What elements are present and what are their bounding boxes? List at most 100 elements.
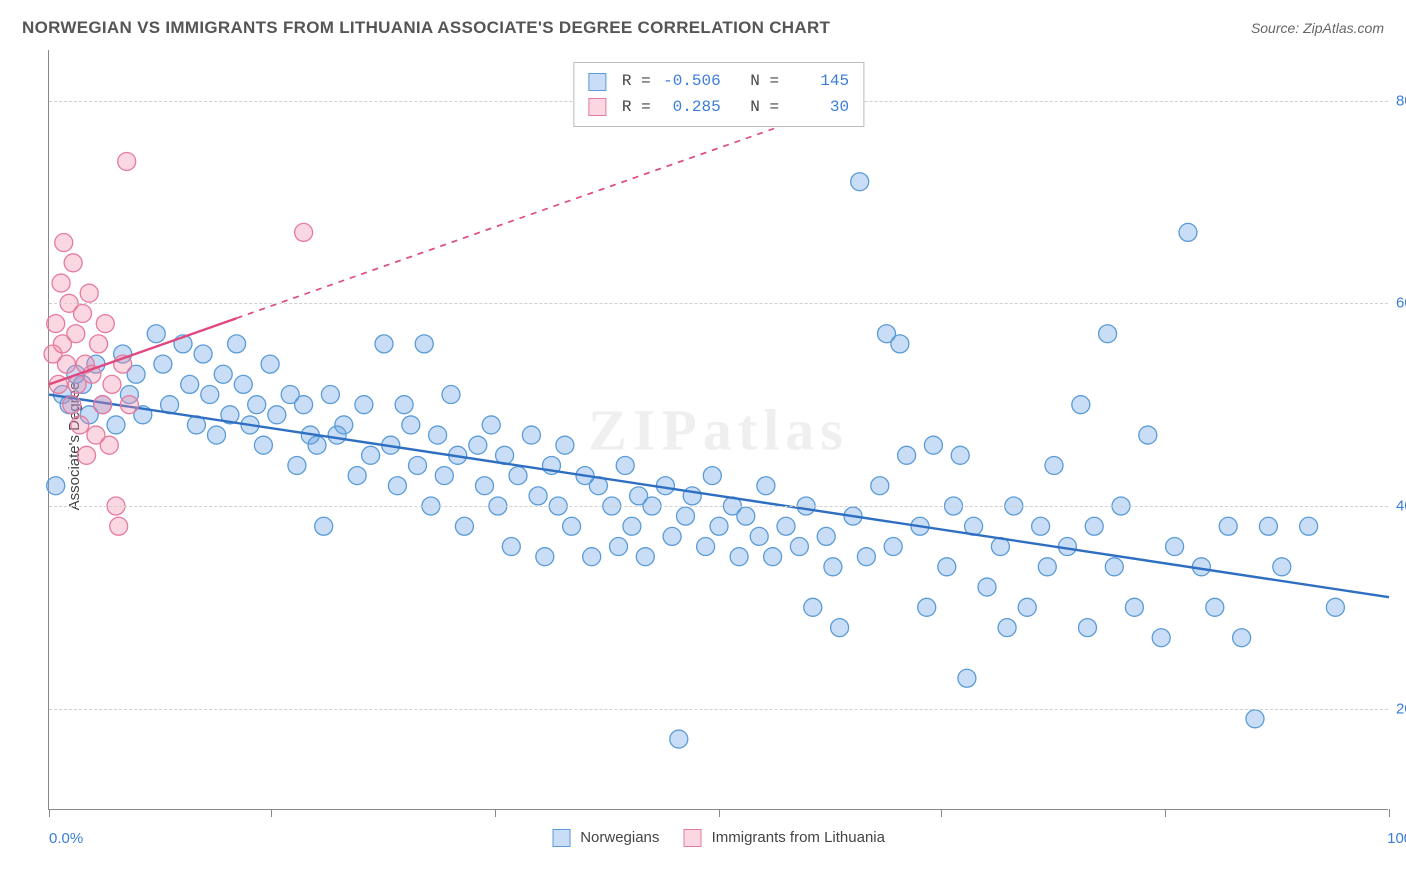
- chart-title: NORWEGIAN VS IMMIGRANTS FROM LITHUANIA A…: [22, 18, 830, 38]
- y-tick-label: 40.0%: [1396, 498, 1406, 515]
- data-point: [1018, 598, 1036, 616]
- data-point: [663, 527, 681, 545]
- r-value-norwegians: -0.506: [661, 69, 721, 95]
- data-point: [670, 730, 688, 748]
- data-point: [790, 538, 808, 556]
- data-point: [636, 548, 654, 566]
- data-point: [871, 477, 889, 495]
- data-point: [429, 426, 447, 444]
- data-point: [1219, 517, 1237, 535]
- y-tick-label: 20.0%: [1396, 700, 1406, 717]
- data-point: [757, 477, 775, 495]
- data-point: [1032, 517, 1050, 535]
- legend-swatch-lithuania: [683, 829, 701, 847]
- r-label: R =: [622, 95, 651, 121]
- legend-label-lithuania: Immigrants from Lithuania: [712, 829, 885, 846]
- data-point: [315, 517, 333, 535]
- data-point: [563, 517, 581, 535]
- data-point: [295, 223, 313, 241]
- data-point: [583, 548, 601, 566]
- data-point: [1079, 619, 1097, 637]
- data-point: [610, 538, 628, 556]
- data-point: [80, 284, 98, 302]
- data-point: [1045, 456, 1063, 474]
- data-point: [52, 274, 70, 292]
- data-point: [435, 467, 453, 485]
- data-point: [388, 477, 406, 495]
- data-point: [94, 396, 112, 414]
- data-point: [891, 335, 909, 353]
- data-point: [47, 315, 65, 333]
- r-label: R =: [622, 69, 651, 95]
- data-point: [64, 254, 82, 272]
- data-point: [683, 487, 701, 505]
- data-point: [120, 396, 138, 414]
- data-point: [522, 426, 540, 444]
- data-point: [817, 527, 835, 545]
- data-point: [348, 467, 366, 485]
- y-tick-label: 80.0%: [1396, 92, 1406, 109]
- data-point: [181, 375, 199, 393]
- x-tick: [1389, 809, 1390, 817]
- data-point: [918, 598, 936, 616]
- data-point: [1300, 517, 1318, 535]
- data-point: [677, 507, 695, 525]
- legend-swatch-norwegians: [552, 829, 570, 847]
- data-point: [288, 456, 306, 474]
- data-point: [71, 416, 89, 434]
- gridline: [49, 709, 1388, 710]
- data-point: [362, 446, 380, 464]
- data-point: [750, 527, 768, 545]
- data-point: [951, 446, 969, 464]
- r-value-lithuania: 0.285: [661, 95, 721, 121]
- source-attribution: Source: ZipAtlas.com: [1251, 20, 1384, 36]
- data-point: [697, 538, 715, 556]
- data-point: [1099, 325, 1117, 343]
- x-tick: [271, 809, 272, 817]
- data-point: [824, 558, 842, 576]
- legend: Norwegians Immigrants from Lithuania: [552, 829, 885, 847]
- data-point: [938, 558, 956, 576]
- data-point: [1206, 598, 1224, 616]
- legend-label-norwegians: Norwegians: [580, 829, 659, 846]
- data-point: [214, 365, 232, 383]
- trend-line-dashed: [237, 101, 853, 319]
- x-tick: [941, 809, 942, 817]
- data-point: [78, 446, 96, 464]
- data-point: [415, 335, 433, 353]
- scatter-svg: [49, 50, 1388, 809]
- data-point: [703, 467, 721, 485]
- data-point: [455, 517, 473, 535]
- x-tick: [49, 809, 50, 817]
- x-tick: [495, 809, 496, 817]
- data-point: [730, 548, 748, 566]
- data-point: [1179, 223, 1197, 241]
- n-value-norwegians: 145: [789, 69, 849, 95]
- x-tick: [719, 809, 720, 817]
- data-point: [268, 406, 286, 424]
- data-point: [851, 173, 869, 191]
- data-point: [63, 396, 81, 414]
- data-point: [764, 548, 782, 566]
- data-point: [1233, 629, 1251, 647]
- x-axis-max-label: 100.0%: [1387, 830, 1406, 847]
- data-point: [529, 487, 547, 505]
- data-point: [110, 517, 128, 535]
- data-point: [884, 538, 902, 556]
- data-point: [1139, 426, 1157, 444]
- data-point: [1085, 517, 1103, 535]
- data-point: [248, 396, 266, 414]
- data-point: [147, 325, 165, 343]
- data-point: [1152, 629, 1170, 647]
- data-point: [308, 436, 326, 454]
- data-point: [710, 517, 728, 535]
- data-point: [1166, 538, 1184, 556]
- stats-swatch-norwegians: [588, 73, 606, 91]
- data-point: [857, 548, 875, 566]
- stats-row-norwegians: R = -0.506 N = 145: [588, 69, 849, 95]
- data-point: [355, 396, 373, 414]
- data-point: [958, 669, 976, 687]
- gridline: [49, 303, 1388, 304]
- data-point: [254, 436, 272, 454]
- stats-swatch-lithuania: [588, 98, 606, 116]
